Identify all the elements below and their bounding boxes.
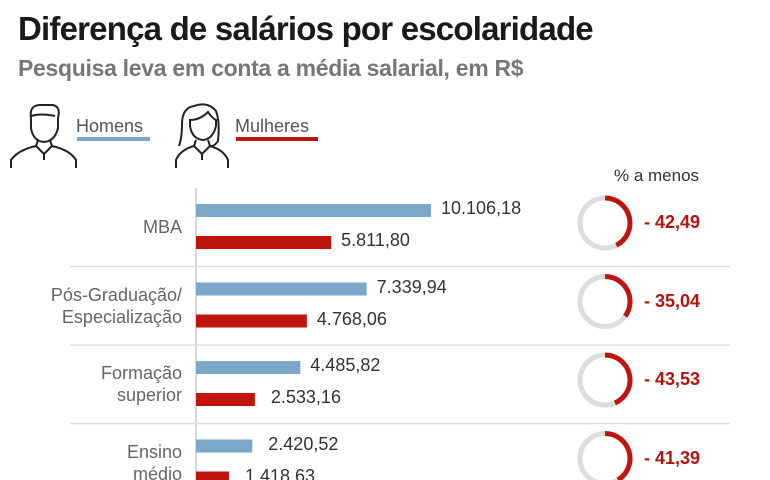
category-label: MBA: [142, 217, 182, 237]
bar-homens: [196, 282, 367, 296]
percent-less-label: - 35,04: [644, 290, 701, 311]
bar-mulheres: [196, 314, 307, 328]
value-label: 1.418,63: [244, 465, 316, 480]
legend-swatch-homens: [77, 137, 150, 141]
percent-ring-fill: [604, 431, 633, 480]
bar-mulheres: [196, 393, 255, 406]
bar-homens: [196, 204, 431, 217]
category-label: Ensino médio: [126, 441, 182, 480]
chart-subtitle: Pesquisa leva em conta a média salarial,…: [18, 55, 524, 81]
value-label: 10.106,18: [441, 198, 522, 218]
bar-homens: [196, 439, 253, 453]
percent-ring-fill: [604, 195, 633, 248]
percent-less-label: - 42,49: [644, 212, 701, 232]
percent-ring-fill: [604, 352, 633, 406]
bar-mulheres: [196, 471, 229, 480]
value-label: 2.420,52: [268, 433, 339, 454]
value-label: 7.339,94: [376, 276, 447, 297]
woman-outline-icon: [175, 103, 229, 168]
category-label: Formação superior: [100, 363, 182, 405]
man-outline-icon: [10, 104, 77, 168]
percent-ring-fill: [604, 274, 633, 318]
chart-title: Diferença de salários por escolaridade: [18, 10, 594, 47]
percent-less-label: - 43,53: [644, 369, 701, 389]
percent-column-title: % a menos: [614, 166, 700, 185]
legend-swatch-mulheres: [236, 137, 318, 141]
value-label: 4.485,82: [310, 355, 381, 375]
value-label: 4.768,06: [316, 308, 387, 329]
bar-homens: [196, 361, 301, 374]
value-label: 5.811,80: [341, 230, 410, 250]
legend-label-homens: Homens: [76, 116, 144, 136]
legend-label-mulheres: Mulheres: [235, 116, 310, 136]
bar-mulheres: [196, 236, 332, 249]
value-label: 2.533,16: [270, 387, 341, 407]
percent-less-label: - 41,39: [644, 447, 701, 468]
category-label: Pós-Graduação/Especialização: [50, 284, 182, 327]
